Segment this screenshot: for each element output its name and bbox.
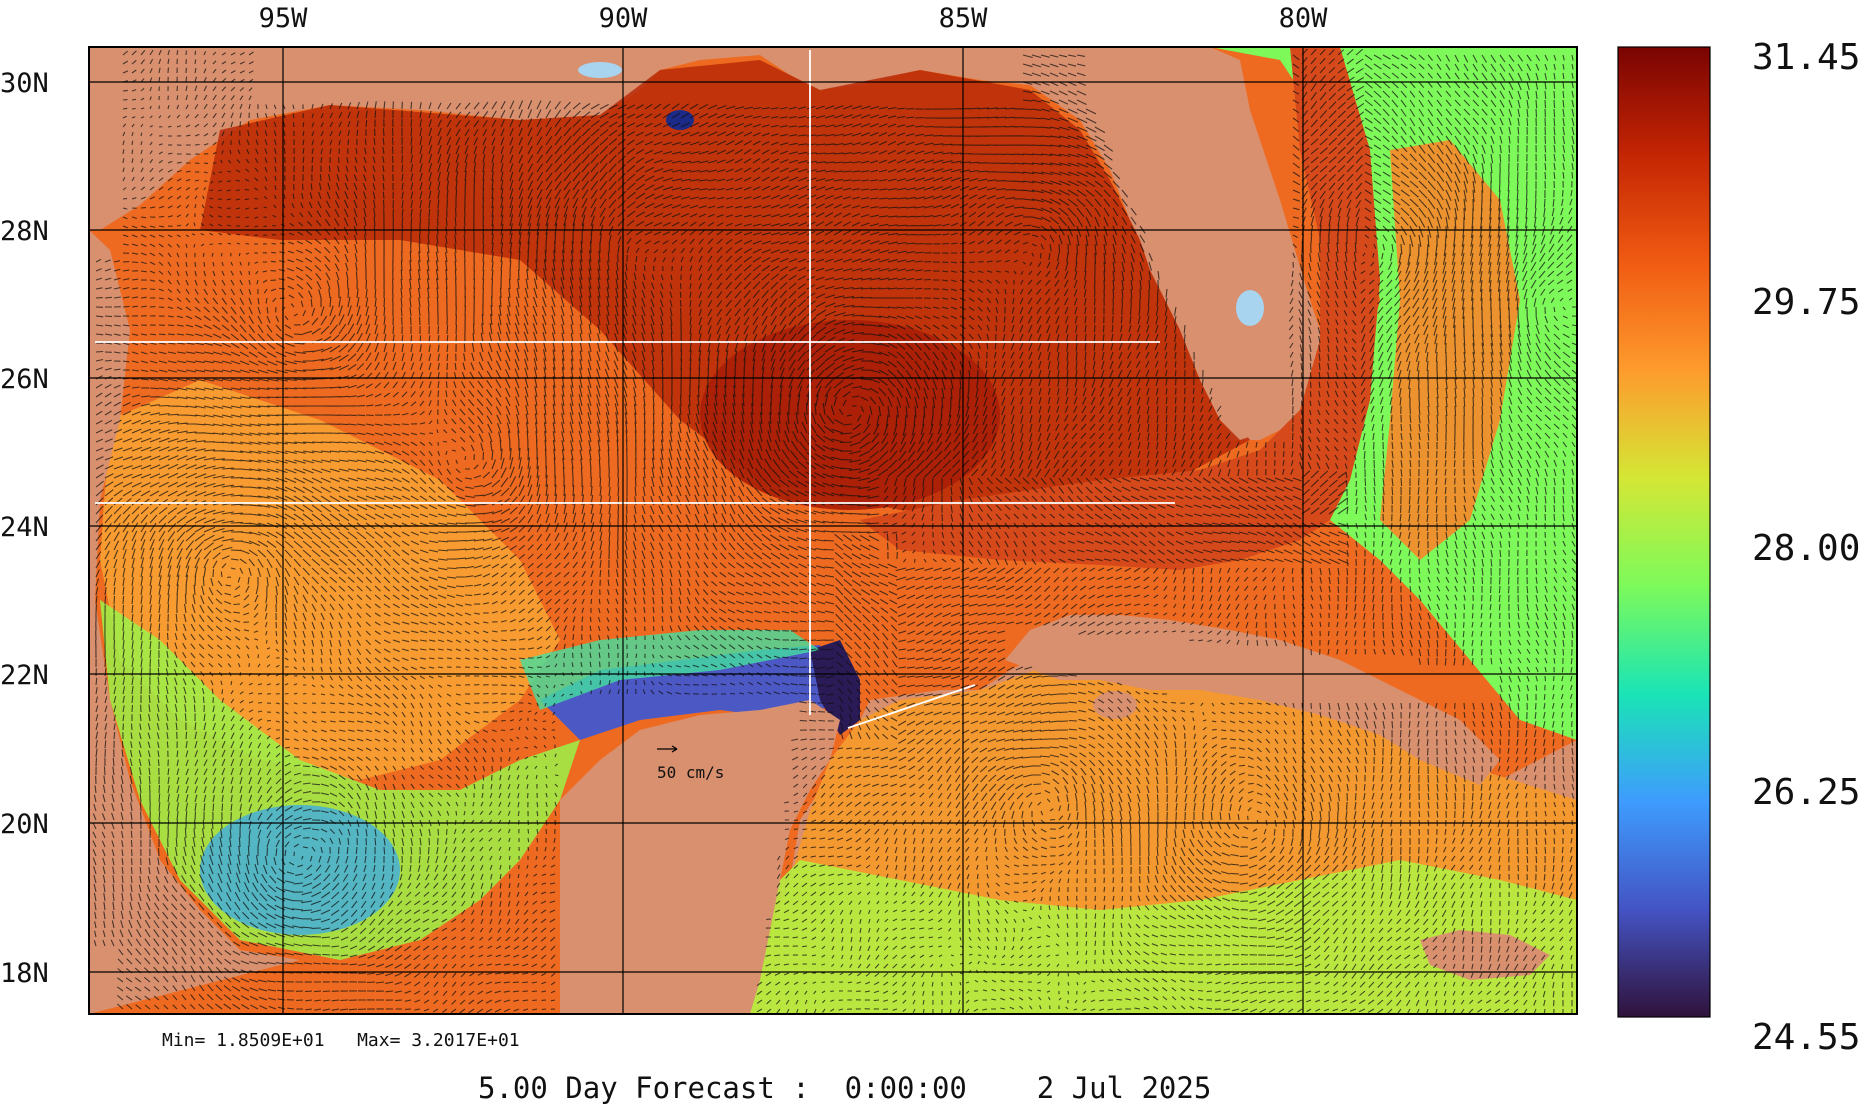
mobile-bay — [666, 110, 694, 130]
section-line-yucatan — [847, 684, 976, 729]
lake-okeechobee — [1236, 290, 1264, 326]
colorbar-tick-label: 24.55 — [1752, 1017, 1860, 1058]
colorbar-tick-label: 29.75 — [1752, 282, 1860, 323]
yucatan-coldest — [810, 640, 860, 735]
min-max-stats: Min= 1.8509E+01 Max= 3.2017E+01 — [162, 1030, 520, 1051]
latitude-label: 22N — [0, 660, 49, 691]
isla-juventud — [1093, 691, 1137, 719]
map-border — [88, 46, 1578, 1015]
gulf-ocean — [89, 47, 1577, 1014]
latitude-label: 28N — [0, 216, 49, 247]
yucatan-green — [520, 630, 820, 710]
scale-label: 50 cm/s — [657, 763, 724, 782]
gulfstream — [860, 47, 1380, 570]
colorbar-tick-label: 28.00 — [1752, 528, 1860, 569]
forecast-title: 5.00 Day Forecast : 0:00:00 2 Jul 2025 — [478, 1071, 1211, 1105]
colorbar-ticks: 31.45 29.75 28.00 26.25 24.55 — [1752, 37, 1860, 1058]
map-content — [89, 47, 1577, 1014]
mexico-west-land — [89, 230, 300, 1014]
scale-arrow — [657, 745, 678, 753]
arrow-field — [92, 48, 1577, 1014]
latitude-label: 20N — [0, 809, 49, 840]
colorbar-tick-label: 26.25 — [1752, 772, 1860, 813]
latitude-labels: 30N 28N 26N 24N 22N 20N 18N — [0, 68, 49, 989]
longitude-label: 85W — [939, 3, 989, 34]
longitude-labels: 95W 90W 85W 80W — [259, 3, 1329, 34]
velocity-arrows — [92, 48, 1577, 1014]
sw-cool — [200, 805, 400, 935]
west-warm — [100, 380, 560, 780]
lake-pontchartrain — [578, 62, 622, 78]
longitude-label: 80W — [1279, 3, 1329, 34]
latitude-label: 18N — [0, 958, 49, 989]
latitude-label: 24N — [0, 512, 49, 543]
longitude-label: 90W — [599, 3, 649, 34]
lat-lon-grid — [89, 47, 1577, 1014]
cuba-land — [1005, 615, 1500, 785]
latitude-label: 26N — [0, 364, 49, 395]
florida-land — [1000, 47, 1290, 440]
yucatan-land — [560, 700, 840, 1014]
longitude-label: 95W — [259, 3, 309, 34]
latitude-label: 30N — [0, 68, 49, 99]
caribbean-green — [740, 860, 1577, 1014]
colorbar — [1617, 46, 1711, 1018]
bahamas-warm — [1380, 140, 1520, 560]
colorbar-tick-label: 31.45 — [1752, 37, 1860, 78]
